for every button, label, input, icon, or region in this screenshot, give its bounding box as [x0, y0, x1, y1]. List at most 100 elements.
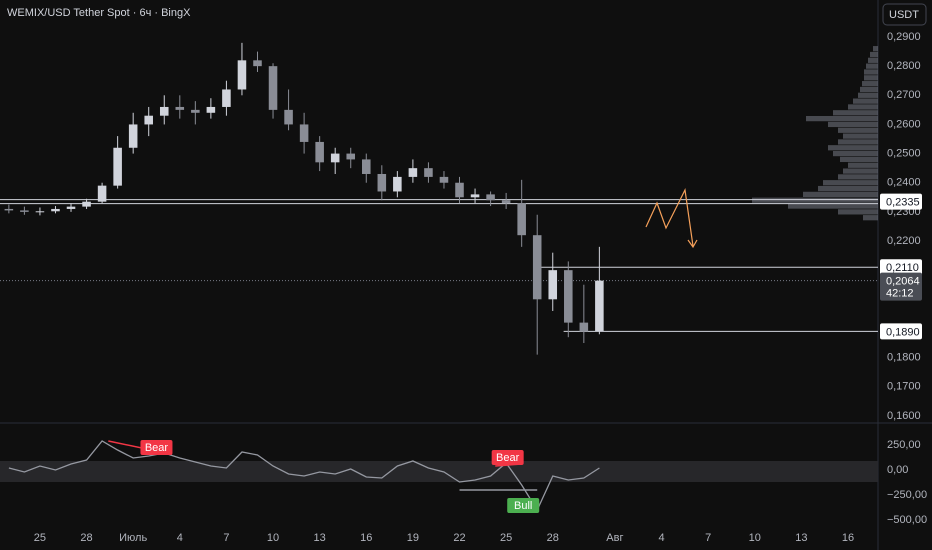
candle-body [486, 194, 495, 201]
candle-body [82, 201, 91, 207]
candle-body [501, 200, 511, 204]
y-tick-label: 0,2500 [887, 147, 921, 159]
volume-profile-bar [866, 63, 878, 69]
volume-profile-bar [803, 191, 878, 198]
candle-body [51, 208, 60, 212]
x-tick-label: 7 [223, 532, 229, 544]
volume-profile-bar [838, 139, 878, 145]
x-tick-label: 10 [749, 532, 761, 544]
volume-profile-bar [862, 81, 878, 87]
volume-profile-bar [838, 209, 878, 215]
candle-body [144, 115, 153, 125]
candle-body [35, 211, 45, 213]
candle-body [237, 60, 247, 90]
x-tick-label: 28 [547, 532, 559, 544]
candle-body [206, 106, 216, 113]
price-pane [0, 42, 878, 355]
volume-profile-bar [833, 150, 878, 157]
currency-button[interactable] [882, 3, 927, 26]
osc-tick-label: 250,00 [887, 439, 921, 451]
y-tick-label: 0,2700 [887, 89, 921, 101]
x-tick-label: 4 [658, 532, 664, 544]
x-tick-label: 19 [407, 532, 419, 544]
x-tick-label: 4 [177, 532, 183, 544]
volume-profile-bar [752, 197, 878, 203]
candle-body [66, 206, 76, 209]
annotation-label: Bull [514, 500, 532, 512]
volume-profile-bar [858, 92, 878, 98]
candle-body [532, 235, 542, 300]
candle-body [362, 159, 371, 174]
level-label-box [880, 259, 922, 276]
candle-body [128, 124, 138, 148]
candle-body [455, 182, 464, 198]
x-tick-label: 13 [314, 532, 326, 544]
candle-body [393, 176, 402, 192]
candle-body [424, 168, 433, 177]
currency-label[interactable]: USDT [889, 9, 919, 21]
candle-body [113, 147, 122, 186]
x-tick-label: 10 [267, 532, 279, 544]
candle-body [268, 66, 278, 110]
level-label: 0,2110 [886, 262, 919, 274]
oscillator-pane: Bear Bear Bull [0, 440, 878, 513]
x-tick-label: 16 [842, 532, 854, 544]
osc-tick-label: −500,00 [887, 514, 927, 526]
volume-profile-bar [828, 145, 878, 151]
volume-profile-bar [870, 51, 878, 58]
x-tick-label: Авг [606, 532, 623, 544]
candle-body [284, 109, 293, 125]
candle-body [439, 176, 449, 183]
oscillator-line [8, 440, 600, 512]
volume-profile-bar [848, 162, 878, 168]
level-label: 0,2335 [886, 197, 920, 209]
candle-body [408, 168, 418, 177]
volume-profile-bar [853, 98, 878, 104]
candle-body [517, 203, 526, 236]
last-price-box [880, 272, 922, 301]
y-tick-label: 0,1800 [887, 351, 921, 363]
x-tick-label: 25 [500, 532, 512, 544]
candle-body [175, 106, 185, 110]
volume-profile-bar [848, 104, 878, 110]
volume-profile-bar [823, 180, 878, 186]
candle-body [346, 153, 356, 160]
y-tick-label: 0,2900 [887, 31, 921, 43]
osc-tick-label: 0,00 [887, 464, 908, 476]
volume-profile-bar [838, 127, 878, 133]
candle-body [253, 60, 262, 67]
x-tick-label: 25 [34, 532, 46, 544]
y-tick-label: 0,1600 [887, 410, 921, 422]
candle-body [548, 270, 558, 300]
volume-profile-bar [863, 215, 878, 221]
annotation-box [140, 440, 173, 455]
candle-body [579, 322, 589, 332]
level-label: 0,1890 [886, 326, 920, 338]
volume-profile-bar [873, 46, 878, 52]
candle-body [299, 124, 309, 142]
candle-body [330, 153, 340, 163]
candle-body [191, 109, 200, 113]
volume-profile-bar [833, 110, 878, 116]
x-tick-label: Июль [119, 532, 147, 544]
candle-body [470, 194, 480, 198]
osc-tick-label: −250,00 [887, 489, 927, 501]
candle-body [20, 210, 29, 212]
volume-profile-bar [788, 203, 878, 209]
candle-body [595, 280, 604, 332]
volume-profile-bar [868, 57, 878, 63]
volume-profile-bar [828, 121, 878, 128]
volume-profile-bar [818, 185, 878, 192]
volume-profile-bar [864, 69, 878, 75]
annotation-box [491, 450, 524, 465]
annotation-box [507, 498, 540, 513]
volume-profile-bar [840, 156, 878, 163]
candle-body [97, 185, 107, 202]
candle-body [315, 141, 324, 163]
annotation-label: Bear [496, 452, 520, 464]
candle-body [222, 89, 231, 107]
candle-body [159, 106, 169, 116]
